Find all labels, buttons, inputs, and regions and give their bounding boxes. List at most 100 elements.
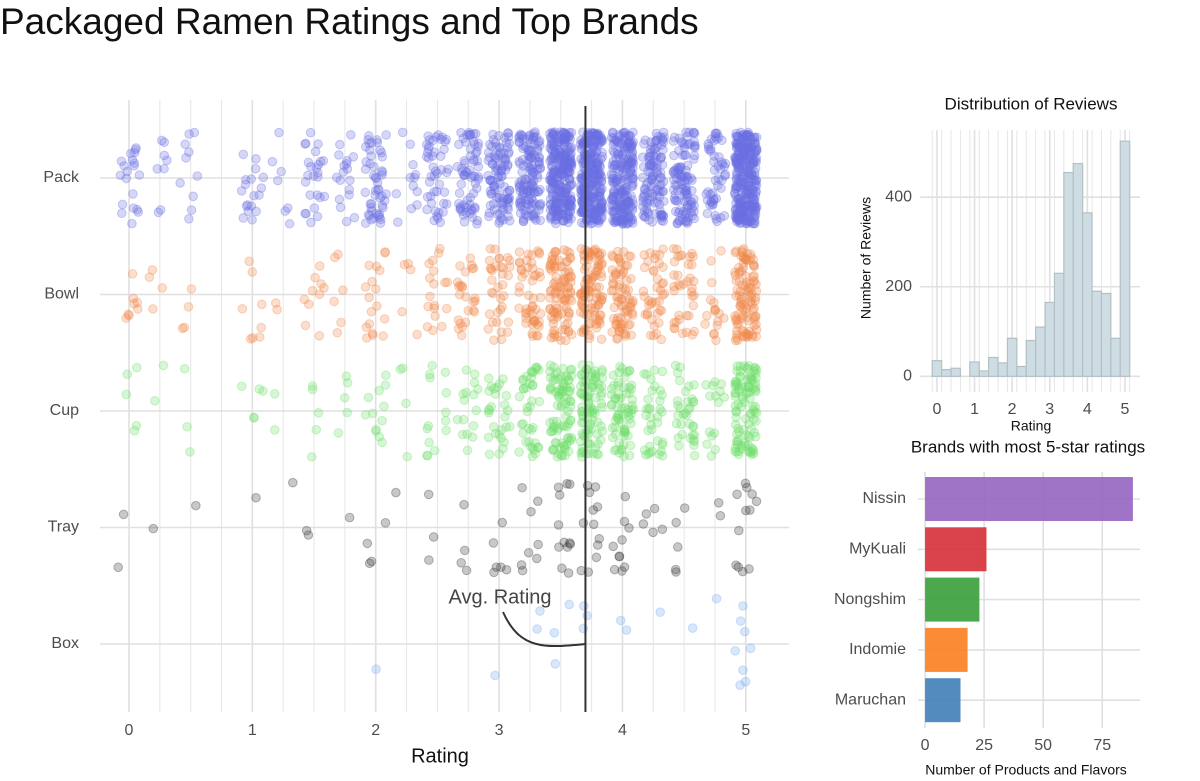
point bbox=[520, 209, 531, 220]
point bbox=[617, 208, 628, 219]
point bbox=[129, 160, 139, 171]
point bbox=[490, 138, 501, 148]
point bbox=[360, 187, 371, 198]
x-tick-label: 0 bbox=[932, 401, 941, 418]
point bbox=[472, 219, 482, 229]
point bbox=[305, 190, 315, 200]
point bbox=[528, 293, 539, 304]
point bbox=[128, 189, 138, 199]
point bbox=[494, 142, 505, 152]
point bbox=[548, 156, 558, 167]
point bbox=[462, 167, 472, 178]
point bbox=[641, 180, 652, 190]
point bbox=[639, 212, 650, 222]
point bbox=[430, 311, 440, 321]
point bbox=[423, 153, 434, 163]
point bbox=[614, 551, 625, 562]
point bbox=[524, 155, 534, 165]
annotation-arrow bbox=[502, 611, 586, 648]
point bbox=[658, 127, 669, 138]
point bbox=[159, 137, 170, 148]
point bbox=[595, 130, 606, 141]
point bbox=[458, 210, 469, 220]
x-axis-label: Rating bbox=[1011, 418, 1051, 434]
point bbox=[750, 406, 760, 417]
point bbox=[502, 195, 513, 206]
point bbox=[711, 335, 721, 346]
x-tick-label: 2 bbox=[1008, 401, 1017, 418]
point bbox=[498, 279, 508, 290]
point bbox=[527, 396, 537, 406]
point bbox=[581, 151, 592, 161]
point bbox=[490, 152, 500, 162]
point bbox=[181, 153, 191, 163]
point bbox=[746, 288, 757, 298]
point bbox=[585, 286, 596, 297]
point bbox=[658, 437, 668, 448]
point bbox=[528, 187, 539, 197]
point bbox=[429, 147, 440, 158]
point bbox=[362, 538, 373, 549]
point bbox=[547, 203, 558, 214]
point bbox=[591, 169, 602, 180]
point bbox=[547, 191, 558, 201]
point bbox=[256, 322, 266, 333]
point bbox=[589, 192, 600, 202]
point bbox=[243, 206, 253, 216]
point bbox=[548, 177, 558, 188]
point bbox=[484, 405, 494, 416]
point bbox=[440, 136, 450, 147]
point bbox=[673, 270, 683, 281]
point bbox=[370, 284, 381, 294]
point bbox=[547, 167, 557, 178]
point bbox=[526, 184, 537, 194]
point bbox=[592, 540, 603, 550]
point bbox=[303, 157, 314, 168]
point bbox=[501, 390, 512, 401]
point bbox=[236, 186, 247, 196]
x-axis-label: Number of Products and Flavors bbox=[925, 762, 1127, 778]
point bbox=[545, 175, 556, 186]
point bbox=[188, 191, 198, 202]
x-tick-label: 0 bbox=[125, 722, 134, 739]
point bbox=[700, 319, 710, 329]
point bbox=[514, 136, 525, 147]
point bbox=[461, 207, 472, 218]
point bbox=[559, 202, 569, 213]
point bbox=[713, 316, 723, 327]
point bbox=[554, 179, 565, 190]
point bbox=[616, 418, 627, 429]
point bbox=[364, 210, 375, 221]
point bbox=[566, 180, 576, 191]
point bbox=[287, 477, 298, 488]
point bbox=[579, 182, 590, 193]
point bbox=[523, 144, 533, 155]
point bbox=[364, 131, 374, 141]
point bbox=[548, 153, 559, 163]
point bbox=[518, 216, 529, 226]
point bbox=[566, 161, 577, 172]
point bbox=[492, 165, 503, 175]
point bbox=[687, 330, 698, 340]
point bbox=[563, 142, 573, 152]
point bbox=[520, 142, 531, 152]
point bbox=[559, 188, 570, 199]
point bbox=[546, 140, 557, 150]
point bbox=[627, 152, 637, 162]
point bbox=[751, 175, 762, 186]
point bbox=[360, 218, 371, 229]
point bbox=[559, 137, 570, 147]
point bbox=[643, 256, 653, 267]
point bbox=[626, 409, 636, 419]
point bbox=[553, 520, 564, 530]
point bbox=[746, 373, 756, 384]
point bbox=[610, 429, 621, 439]
point bbox=[626, 143, 637, 153]
point bbox=[745, 643, 756, 654]
point bbox=[284, 218, 295, 229]
point bbox=[372, 178, 383, 188]
point bbox=[519, 205, 529, 216]
point bbox=[565, 150, 575, 161]
point bbox=[593, 187, 604, 198]
point bbox=[739, 626, 750, 637]
